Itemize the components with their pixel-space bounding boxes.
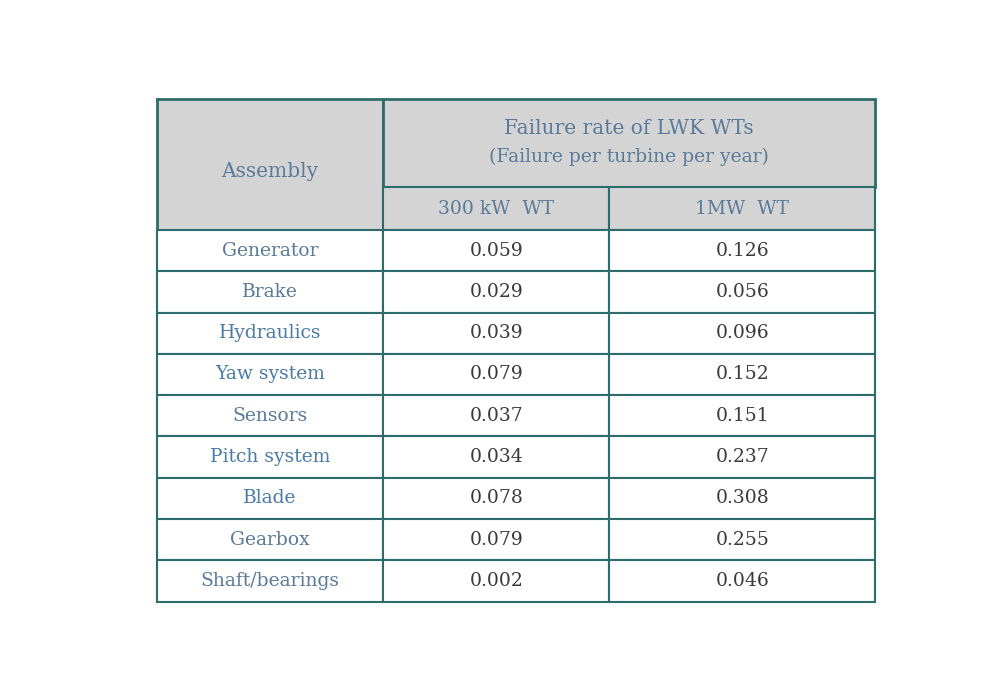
Bar: [609, 437, 875, 477]
Text: 300 kW  WT: 300 kW WT: [438, 200, 554, 217]
Text: 0.096: 0.096: [715, 324, 769, 342]
Bar: [609, 560, 875, 602]
Bar: [157, 99, 384, 230]
Bar: [384, 354, 609, 395]
Text: 0.079: 0.079: [469, 531, 524, 549]
Bar: [384, 230, 609, 271]
Bar: [384, 312, 609, 354]
Bar: [609, 477, 875, 519]
Text: 0.237: 0.237: [715, 448, 769, 466]
Text: Gearbox: Gearbox: [231, 531, 310, 549]
Text: Assembly: Assembly: [222, 162, 319, 180]
Bar: [157, 437, 384, 477]
Bar: [609, 187, 875, 230]
Text: Sensors: Sensors: [233, 407, 308, 425]
Text: 0.034: 0.034: [469, 448, 524, 466]
Bar: [384, 99, 875, 187]
Bar: [157, 230, 384, 271]
Text: Failure rate of LWK WTs: Failure rate of LWK WTs: [505, 119, 754, 138]
Bar: [609, 312, 875, 354]
Text: 0.079: 0.079: [469, 366, 524, 384]
Text: Shaft/bearings: Shaft/bearings: [200, 572, 339, 590]
Text: 0.308: 0.308: [715, 489, 769, 507]
Bar: [157, 395, 384, 437]
Text: Generator: Generator: [222, 242, 318, 260]
Text: Brake: Brake: [243, 283, 298, 301]
Text: 1MW  WT: 1MW WT: [695, 200, 789, 217]
Text: 0.037: 0.037: [469, 407, 524, 425]
Text: 0.126: 0.126: [715, 242, 769, 260]
Bar: [157, 271, 384, 312]
Bar: [157, 560, 384, 602]
Text: 0.151: 0.151: [715, 407, 769, 425]
Bar: [384, 519, 609, 560]
Bar: [609, 230, 875, 271]
Text: Hydraulics: Hydraulics: [219, 324, 321, 342]
Bar: [609, 395, 875, 437]
Bar: [157, 519, 384, 560]
Text: 0.152: 0.152: [715, 366, 769, 384]
Text: 0.029: 0.029: [469, 283, 524, 301]
Bar: [609, 354, 875, 395]
Bar: [384, 271, 609, 312]
Text: Blade: Blade: [244, 489, 297, 507]
Bar: [157, 477, 384, 519]
Text: 0.046: 0.046: [715, 572, 769, 590]
Text: Pitch system: Pitch system: [210, 448, 330, 466]
Bar: [384, 477, 609, 519]
Bar: [384, 437, 609, 477]
Text: Yaw system: Yaw system: [215, 366, 325, 384]
Text: 0.059: 0.059: [469, 242, 524, 260]
Text: 0.078: 0.078: [469, 489, 524, 507]
Bar: [384, 187, 609, 230]
Text: 0.039: 0.039: [469, 324, 524, 342]
Bar: [609, 519, 875, 560]
Text: 0.056: 0.056: [715, 283, 769, 301]
Bar: [609, 271, 875, 312]
Bar: [384, 395, 609, 437]
Bar: [157, 354, 384, 395]
Bar: [157, 312, 384, 354]
Text: (Failure per turbine per year): (Failure per turbine per year): [489, 148, 769, 166]
Text: 0.002: 0.002: [469, 572, 524, 590]
Bar: [384, 560, 609, 602]
Text: 0.255: 0.255: [715, 531, 769, 549]
